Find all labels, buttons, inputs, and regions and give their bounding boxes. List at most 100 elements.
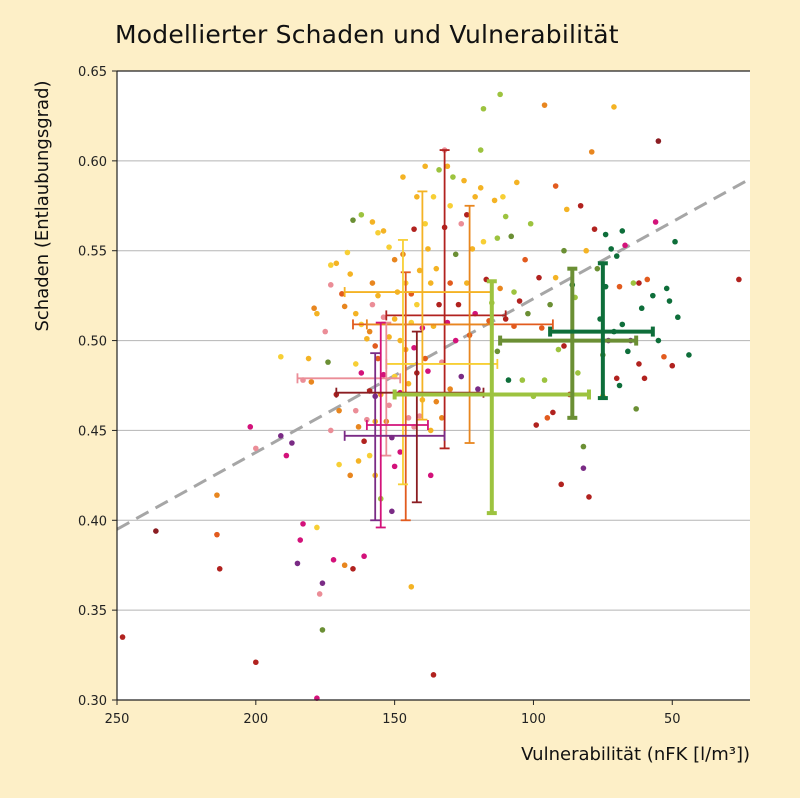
error-cross <box>343 352 446 522</box>
data-point <box>447 386 453 392</box>
data-point <box>327 262 334 268</box>
data-point <box>333 260 340 267</box>
data-point <box>322 328 329 335</box>
data-point <box>464 280 470 286</box>
x-tick-label: 150 <box>382 712 407 727</box>
data-point <box>364 416 370 423</box>
data-point <box>455 301 462 308</box>
data-point <box>447 202 453 209</box>
y-tick-label: 0.50 <box>78 335 107 350</box>
data-point <box>616 382 623 389</box>
data-point <box>311 305 317 312</box>
data-point <box>522 256 528 263</box>
data-point <box>389 508 395 515</box>
data-point <box>397 449 403 455</box>
data-point <box>386 334 392 340</box>
data-point <box>372 343 378 349</box>
data-point <box>319 627 326 633</box>
data-point <box>475 386 481 392</box>
data-point <box>675 314 681 321</box>
data-point <box>436 301 442 308</box>
data-point <box>497 91 503 98</box>
data-point <box>591 226 598 232</box>
trend-line <box>116 177 751 531</box>
data-point <box>436 167 442 173</box>
data-point <box>397 337 403 344</box>
data-point <box>444 163 451 170</box>
data-point <box>380 228 387 234</box>
data-point <box>214 531 220 538</box>
x-tick-label: 200 <box>243 712 268 727</box>
data-point <box>352 361 359 367</box>
data-point <box>447 280 453 286</box>
data-point <box>391 256 398 263</box>
error-cross <box>365 321 429 529</box>
data-point <box>458 373 465 380</box>
data-point <box>327 427 334 434</box>
data-point <box>638 305 645 312</box>
data-point <box>327 282 334 288</box>
data-point <box>358 370 365 376</box>
data-point <box>414 301 420 308</box>
data-point <box>636 280 642 286</box>
data-point <box>469 246 476 252</box>
data-point <box>380 314 387 321</box>
data-point <box>414 194 420 200</box>
data-point <box>655 138 662 144</box>
data-point <box>555 346 562 353</box>
data-point <box>519 377 526 383</box>
data-point <box>336 461 342 468</box>
data-point <box>352 407 359 414</box>
trend-line-group <box>116 177 751 531</box>
data-point <box>547 301 553 308</box>
data-point <box>588 149 595 155</box>
data-point <box>305 355 312 362</box>
data-point <box>347 271 354 277</box>
data-point <box>525 310 531 317</box>
data-point <box>308 379 315 385</box>
data-point <box>480 105 487 112</box>
data-point <box>461 177 467 184</box>
data-point <box>427 280 434 286</box>
data-point <box>644 276 651 283</box>
data-point <box>400 174 406 180</box>
data-point <box>502 213 509 220</box>
data-point <box>214 492 220 498</box>
data-point <box>550 409 556 416</box>
data-point <box>661 353 667 360</box>
data-point <box>672 238 678 245</box>
data-point <box>425 246 431 252</box>
data-point <box>686 352 692 358</box>
data-point <box>314 310 320 317</box>
data-point <box>513 179 520 186</box>
x-axis-label: Vulnerabilität (nFK [l/m³]) <box>521 744 750 765</box>
data-point <box>364 335 370 342</box>
data-point <box>633 406 639 412</box>
chart-title: Modellierter Schaden und Vulnerabilität <box>115 20 619 49</box>
data-point <box>450 174 456 180</box>
data-point <box>347 472 354 479</box>
data-point <box>472 194 478 200</box>
data-point <box>536 274 542 281</box>
data-point <box>386 402 392 409</box>
data-point <box>625 348 631 355</box>
y-tick-label: 0.60 <box>78 155 107 170</box>
data-point <box>650 292 656 299</box>
data-point <box>494 348 501 355</box>
data-point <box>430 672 437 678</box>
data-point <box>608 246 614 252</box>
data-point <box>405 380 412 387</box>
x-tick-label: 100 <box>521 712 546 727</box>
data-point <box>408 583 415 590</box>
data-point <box>425 368 431 374</box>
data-point <box>611 104 617 110</box>
data-point <box>427 472 434 479</box>
data-point <box>375 355 381 362</box>
data-point <box>300 521 306 527</box>
data-point <box>316 591 323 597</box>
data-point <box>561 247 567 254</box>
data-point <box>416 413 423 419</box>
data-point <box>575 370 581 376</box>
data-point <box>619 228 626 234</box>
